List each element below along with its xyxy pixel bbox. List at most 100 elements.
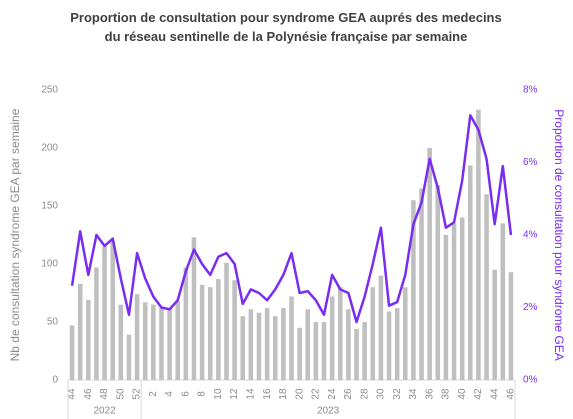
bar: [419, 188, 424, 380]
bar: [362, 322, 367, 380]
bar: [451, 223, 457, 380]
bar: [110, 240, 115, 380]
bar: [484, 194, 489, 380]
y2-tick-label: 6%: [523, 157, 538, 168]
line: [70, 114, 513, 324]
bar: [378, 275, 384, 380]
group-label: 2023: [317, 406, 340, 417]
bar: [248, 309, 254, 380]
x-tick-label: 4: [164, 391, 175, 397]
bar: [468, 165, 473, 380]
x-tick-label: 16: [262, 388, 273, 400]
bar: [476, 109, 481, 380]
bar: [394, 308, 400, 380]
x-tick-label: 46: [83, 388, 94, 400]
x-tick-label: 38: [441, 388, 452, 400]
y-tick-label: 150: [41, 201, 58, 212]
bar: [386, 311, 392, 380]
y2-tick-label: 2%: [523, 302, 538, 313]
x-tick-label: 42: [473, 388, 484, 400]
y2-tick-label: 4%: [523, 230, 538, 241]
bar: [370, 287, 376, 380]
bar: [337, 287, 343, 380]
x-tick-label: 14: [246, 388, 257, 400]
bar: [102, 246, 107, 380]
bar: [126, 334, 132, 380]
bar: [508, 272, 514, 380]
y-tick-label: 50: [47, 317, 59, 328]
x-tick-label: 30: [376, 388, 387, 400]
bar: [175, 301, 180, 380]
x-tick-label: 52: [132, 388, 143, 400]
x-tick-label: 18: [278, 388, 289, 400]
bar: [216, 279, 221, 380]
bar: [167, 308, 172, 380]
x-tick-label: 36: [424, 388, 435, 400]
x-tick-label: 8: [197, 391, 208, 397]
y-tick-label: 100: [41, 259, 58, 270]
bar: [403, 287, 408, 380]
x-tick-label: 34: [408, 388, 419, 400]
bar: [207, 287, 213, 380]
bar: [411, 200, 416, 380]
bar: [500, 223, 506, 380]
x-tick-label: 44: [489, 388, 500, 400]
bar: [321, 322, 327, 380]
bar: [77, 283, 83, 380]
bar: [232, 280, 237, 380]
group-label: 2022: [93, 406, 116, 417]
bar: [86, 299, 91, 380]
bar: [354, 328, 359, 380]
bar: [159, 308, 164, 380]
bar: [151, 304, 156, 380]
x-tick-label: 12: [229, 388, 240, 400]
bar: [183, 267, 189, 380]
bar: [94, 267, 99, 380]
bar: [118, 304, 124, 380]
bar: [69, 325, 75, 380]
bar: [459, 217, 465, 380]
x-tick-label: 32: [392, 388, 403, 400]
bar: [224, 262, 229, 380]
x-tick-label: 50: [115, 388, 126, 400]
bar: [297, 327, 302, 380]
bar: [492, 269, 497, 380]
bar: [289, 296, 294, 380]
bar: [427, 148, 432, 380]
bar: [329, 296, 335, 380]
y2-tick-label: 0%: [523, 375, 538, 386]
chart-title: Proportion de consultation pour syndrome…: [70, 10, 502, 44]
bar: [305, 309, 311, 380]
x-tick-label: 10: [213, 388, 224, 400]
x-tick-label: 48: [99, 388, 110, 400]
bar: [443, 235, 449, 380]
x-tick-label: 26: [343, 388, 354, 400]
x-tick-label: 24: [327, 388, 338, 400]
bar: [142, 302, 148, 380]
x-tick-label: 28: [359, 388, 370, 400]
bar: [281, 308, 286, 380]
bar: [199, 284, 205, 380]
bar: [313, 322, 319, 380]
y-tick-label: 200: [41, 143, 58, 154]
x-tick-label: 2: [148, 391, 159, 397]
x-tick-label: 22: [311, 388, 322, 400]
bar: [134, 294, 140, 380]
bar: [272, 316, 278, 380]
bar: [240, 316, 246, 380]
bar: [256, 312, 262, 380]
x-tick-label: 44: [67, 388, 78, 400]
y-tick-label: 250: [41, 85, 58, 96]
y2-axis-title: Proportion de consultation pour syndrome…: [552, 109, 566, 360]
bar: [191, 237, 197, 380]
x-tick-label: 40: [457, 388, 468, 400]
bar: [435, 185, 441, 380]
bar: [264, 308, 270, 380]
x-tick-label: 6: [180, 391, 191, 397]
x-tick-label: 20: [294, 388, 305, 400]
y-tick-label: 0: [52, 375, 58, 386]
y-axis-title: Nb de consultation syndrome GEA par sema…: [8, 108, 22, 361]
bar: [346, 309, 351, 380]
